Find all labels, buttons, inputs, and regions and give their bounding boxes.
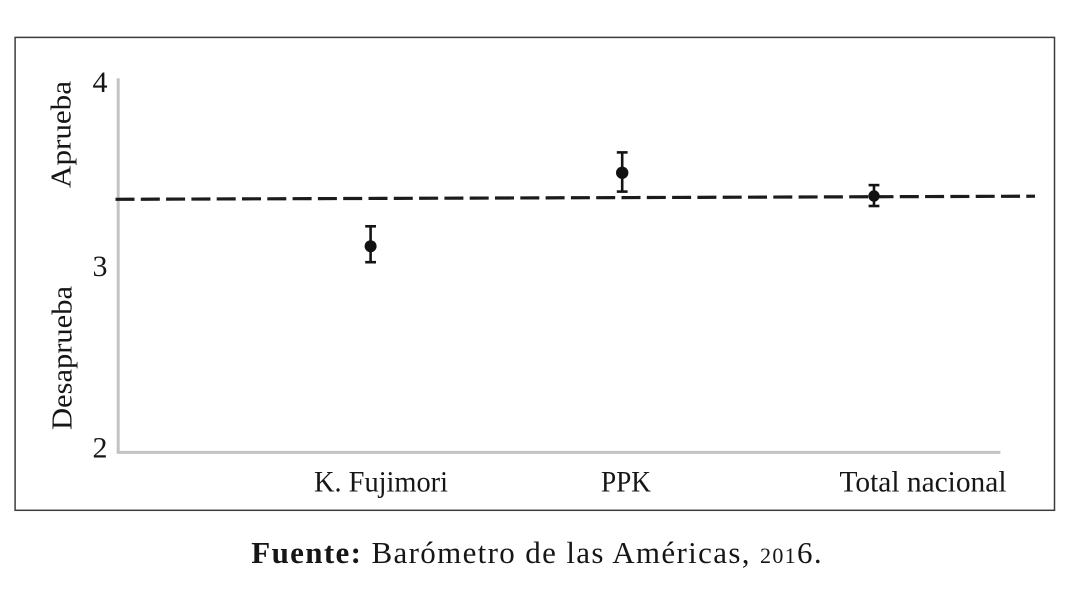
svg-text:3: 3: [93, 250, 108, 283]
svg-text:K. Fujimori: K. Fujimori: [314, 467, 448, 499]
svg-text:PPK: PPK: [601, 467, 651, 499]
svg-text:Desaprueba: Desaprueba: [47, 286, 79, 430]
svg-text:Aprueba: Aprueba: [46, 81, 78, 188]
svg-text:Fuente: Barómetro de las Améri: Fuente: Barómetro de las Américas, 2016.: [251, 535, 823, 570]
svg-text:4: 4: [93, 66, 108, 99]
svg-text:2: 2: [93, 431, 108, 464]
svg-text:Total nacional: Total nacional: [840, 467, 1007, 499]
